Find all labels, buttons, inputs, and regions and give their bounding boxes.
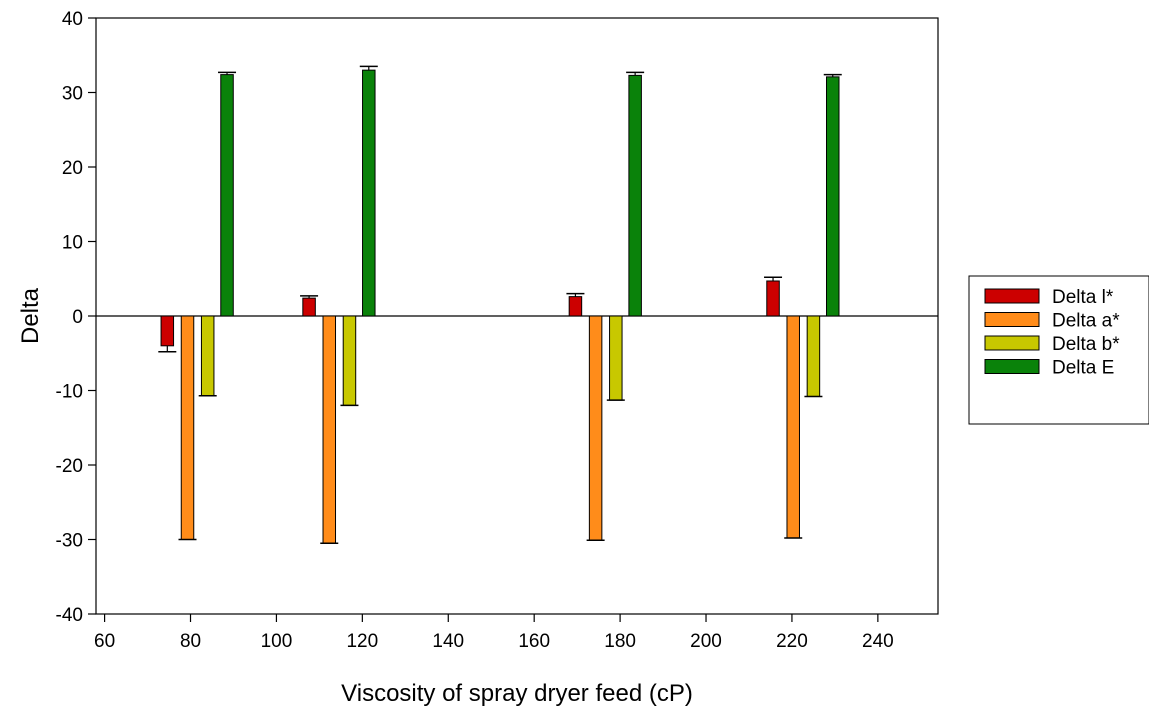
x-tick-label: 160 — [518, 631, 550, 652]
legend: Delta l* Delta a*Delta b* Delta E — [968, 275, 1149, 425]
x-tick-label: 120 — [346, 631, 378, 652]
bar — [568, 296, 583, 317]
x-tick-label: 80 — [180, 631, 201, 652]
bar — [806, 315, 821, 397]
y-tick-label: -40 — [56, 605, 83, 626]
bar — [609, 315, 623, 401]
x-tick-label: 100 — [261, 631, 293, 652]
bar — [302, 297, 316, 317]
y-axis: -40 -30 -20 -10 0 10 20 30 40 — [56, 9, 96, 626]
legend-label: Delta a* — [1052, 311, 1120, 332]
bar — [628, 74, 642, 317]
y-tick-label: 30 — [62, 84, 83, 105]
bar — [220, 74, 234, 317]
x-tick-label: 240 — [862, 631, 894, 652]
bar — [826, 76, 840, 317]
legend-label: Delta l* — [1052, 287, 1114, 308]
bar — [180, 315, 195, 540]
x-axis-title: Viscosity of spray dryer feed (cP) — [341, 680, 693, 707]
bar — [160, 315, 175, 347]
legend-swatch — [984, 359, 1040, 374]
x-tick-label: 180 — [604, 631, 636, 652]
legend-swatch — [984, 312, 1040, 327]
legend-label: Delta E — [1052, 358, 1114, 379]
y-axis-title: Delta — [17, 287, 44, 344]
y-tick-label: -20 — [56, 456, 83, 477]
x-tick-label: 60 — [94, 631, 115, 652]
y-tick-label: -10 — [56, 382, 83, 403]
y-tick-label: 20 — [62, 158, 83, 179]
x-tick-label: 140 — [432, 631, 464, 652]
x-tick-label: 200 — [690, 631, 722, 652]
y-tick-label: 10 — [62, 233, 83, 254]
y-tick-label: -30 — [56, 531, 83, 552]
bar — [322, 315, 337, 544]
legend-swatch — [984, 335, 1040, 351]
x-axis: 60 80 100 120 140 160 180 200 220 240 — [94, 614, 894, 652]
legend-label: Delta b* — [1052, 334, 1120, 355]
x-tick-label: 220 — [776, 631, 808, 652]
bar — [342, 315, 357, 406]
legend-swatch — [984, 288, 1040, 304]
bar — [200, 315, 215, 397]
y-tick-label: 40 — [62, 9, 83, 30]
y-tick-label: 0 — [72, 307, 83, 328]
bar — [588, 315, 603, 541]
bars — [158, 65, 842, 544]
bar — [786, 315, 800, 539]
bar — [362, 69, 376, 317]
bar — [766, 280, 780, 317]
